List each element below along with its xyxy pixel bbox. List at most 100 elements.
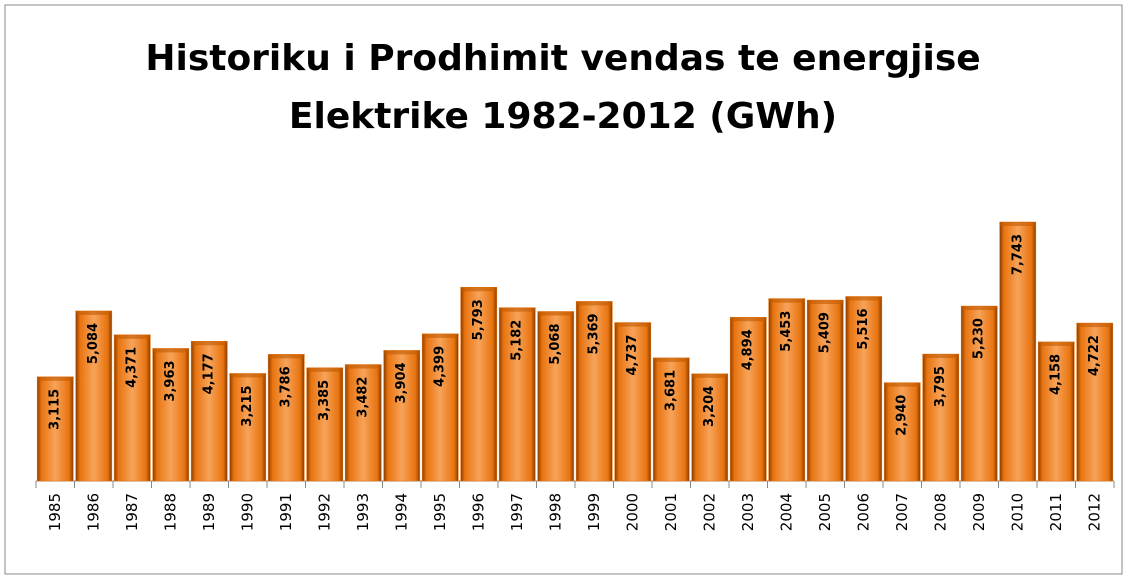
value-label: 4,737 xyxy=(625,335,640,376)
x-tick-label: 2012 xyxy=(1085,493,1103,531)
value-label: 3,482 xyxy=(356,377,371,418)
x-tick-label: 2008 xyxy=(931,493,949,531)
bar-bevel xyxy=(460,287,497,292)
bar-bevel xyxy=(306,367,343,372)
bar-bevel xyxy=(191,341,228,346)
bar-bevel xyxy=(499,307,536,312)
value-label: 5,369 xyxy=(587,313,602,354)
x-tick-label: 1985 xyxy=(46,493,64,531)
value-label: 3,786 xyxy=(279,366,294,407)
bar-bevel xyxy=(1038,341,1075,346)
bar-bevel xyxy=(730,317,767,322)
bar-bevel xyxy=(576,301,613,306)
bar-bevel xyxy=(152,348,189,353)
chart-title: Elektrike 1982-2012 (GWh) xyxy=(289,96,837,137)
bar xyxy=(922,353,960,482)
value-label: 3,385 xyxy=(317,380,332,421)
bar-bevel xyxy=(653,357,690,362)
value-label: 4,158 xyxy=(1049,354,1064,395)
bar xyxy=(729,317,767,482)
bar-bevel xyxy=(922,354,959,359)
x-tick-label: 2001 xyxy=(662,493,680,531)
bar-bevel xyxy=(1076,323,1113,328)
value-label: 2,940 xyxy=(895,395,910,436)
bar xyxy=(1076,322,1114,482)
value-label: 3,115 xyxy=(48,389,63,430)
value-label: 5,793 xyxy=(471,299,486,340)
value-label: 5,068 xyxy=(548,323,563,364)
x-tick-label: 1987 xyxy=(123,493,141,531)
bar xyxy=(614,322,652,482)
value-label: 4,371 xyxy=(125,347,140,388)
value-label: 3,795 xyxy=(933,366,948,407)
bar-bevel xyxy=(807,300,844,305)
bar xyxy=(537,311,575,482)
x-tick-label: 2010 xyxy=(1008,493,1026,531)
x-tick-label: 1988 xyxy=(161,493,179,531)
bar-bevel xyxy=(614,322,651,327)
bar-bevel xyxy=(37,376,74,381)
bar xyxy=(267,354,305,482)
value-label: 3,963 xyxy=(163,360,178,401)
value-label: 4,399 xyxy=(433,346,448,387)
bar xyxy=(229,373,267,482)
bar-bevel xyxy=(345,364,382,369)
x-tick-label: 1990 xyxy=(238,493,256,531)
x-tick-label: 1994 xyxy=(392,493,410,531)
value-label: 5,182 xyxy=(510,320,525,361)
bar-bevel xyxy=(229,373,266,378)
bar xyxy=(36,376,74,482)
bar-bevel xyxy=(422,333,459,338)
value-label: 7,743 xyxy=(1010,234,1025,275)
value-label: 5,453 xyxy=(779,311,794,352)
bar-bevel xyxy=(114,334,151,339)
value-label: 4,177 xyxy=(202,353,217,394)
bar-bevel xyxy=(691,373,728,378)
bar xyxy=(575,301,613,482)
bar xyxy=(691,373,729,482)
bar-bevel xyxy=(999,222,1036,226)
bar-bevel xyxy=(845,296,882,301)
x-tick-label: 1996 xyxy=(469,493,487,531)
bar xyxy=(421,333,459,482)
bar xyxy=(845,296,883,482)
bar-bevel xyxy=(268,354,305,359)
x-tick-label: 2004 xyxy=(777,493,795,531)
value-label: 4,894 xyxy=(741,329,756,370)
x-tick-label: 2000 xyxy=(623,493,641,531)
bar-bevel xyxy=(884,382,921,387)
x-tick-label: 1989 xyxy=(200,493,218,531)
value-label: 4,722 xyxy=(1087,335,1102,376)
bar-bevel xyxy=(537,311,574,316)
bar xyxy=(768,298,806,482)
x-tick-label: 2006 xyxy=(854,493,872,531)
x-tick-label: 2005 xyxy=(816,493,834,531)
bar-bevel xyxy=(383,350,420,355)
x-tick-label: 1992 xyxy=(315,493,333,531)
chart-title: Historiku i Prodhimit vendas te energjis… xyxy=(145,38,980,79)
x-tick-label: 2007 xyxy=(893,493,911,531)
value-label: 3,204 xyxy=(702,386,717,427)
bar-bevel xyxy=(768,298,805,303)
value-label: 3,904 xyxy=(394,362,409,403)
bar-bevel xyxy=(961,306,998,311)
value-label: 5,516 xyxy=(856,308,871,349)
x-tick-label: 2002 xyxy=(700,493,718,531)
bar xyxy=(460,286,498,482)
x-tick-label: 1998 xyxy=(546,493,564,531)
x-tick-label: 1997 xyxy=(508,493,526,531)
x-tick-label: 2009 xyxy=(970,493,988,531)
value-label: 5,230 xyxy=(972,318,987,359)
x-tick-label: 2003 xyxy=(739,493,757,531)
x-tick-label: 1986 xyxy=(84,493,102,531)
bar xyxy=(806,299,844,482)
value-label: 5,409 xyxy=(818,312,833,353)
bar xyxy=(190,341,228,482)
x-tick-label: 1995 xyxy=(431,493,449,531)
bar xyxy=(1037,341,1075,482)
value-label: 3,681 xyxy=(664,370,679,411)
value-label: 3,215 xyxy=(240,385,255,426)
x-tick-label: 1999 xyxy=(585,493,603,531)
chart-frame xyxy=(4,4,1123,575)
